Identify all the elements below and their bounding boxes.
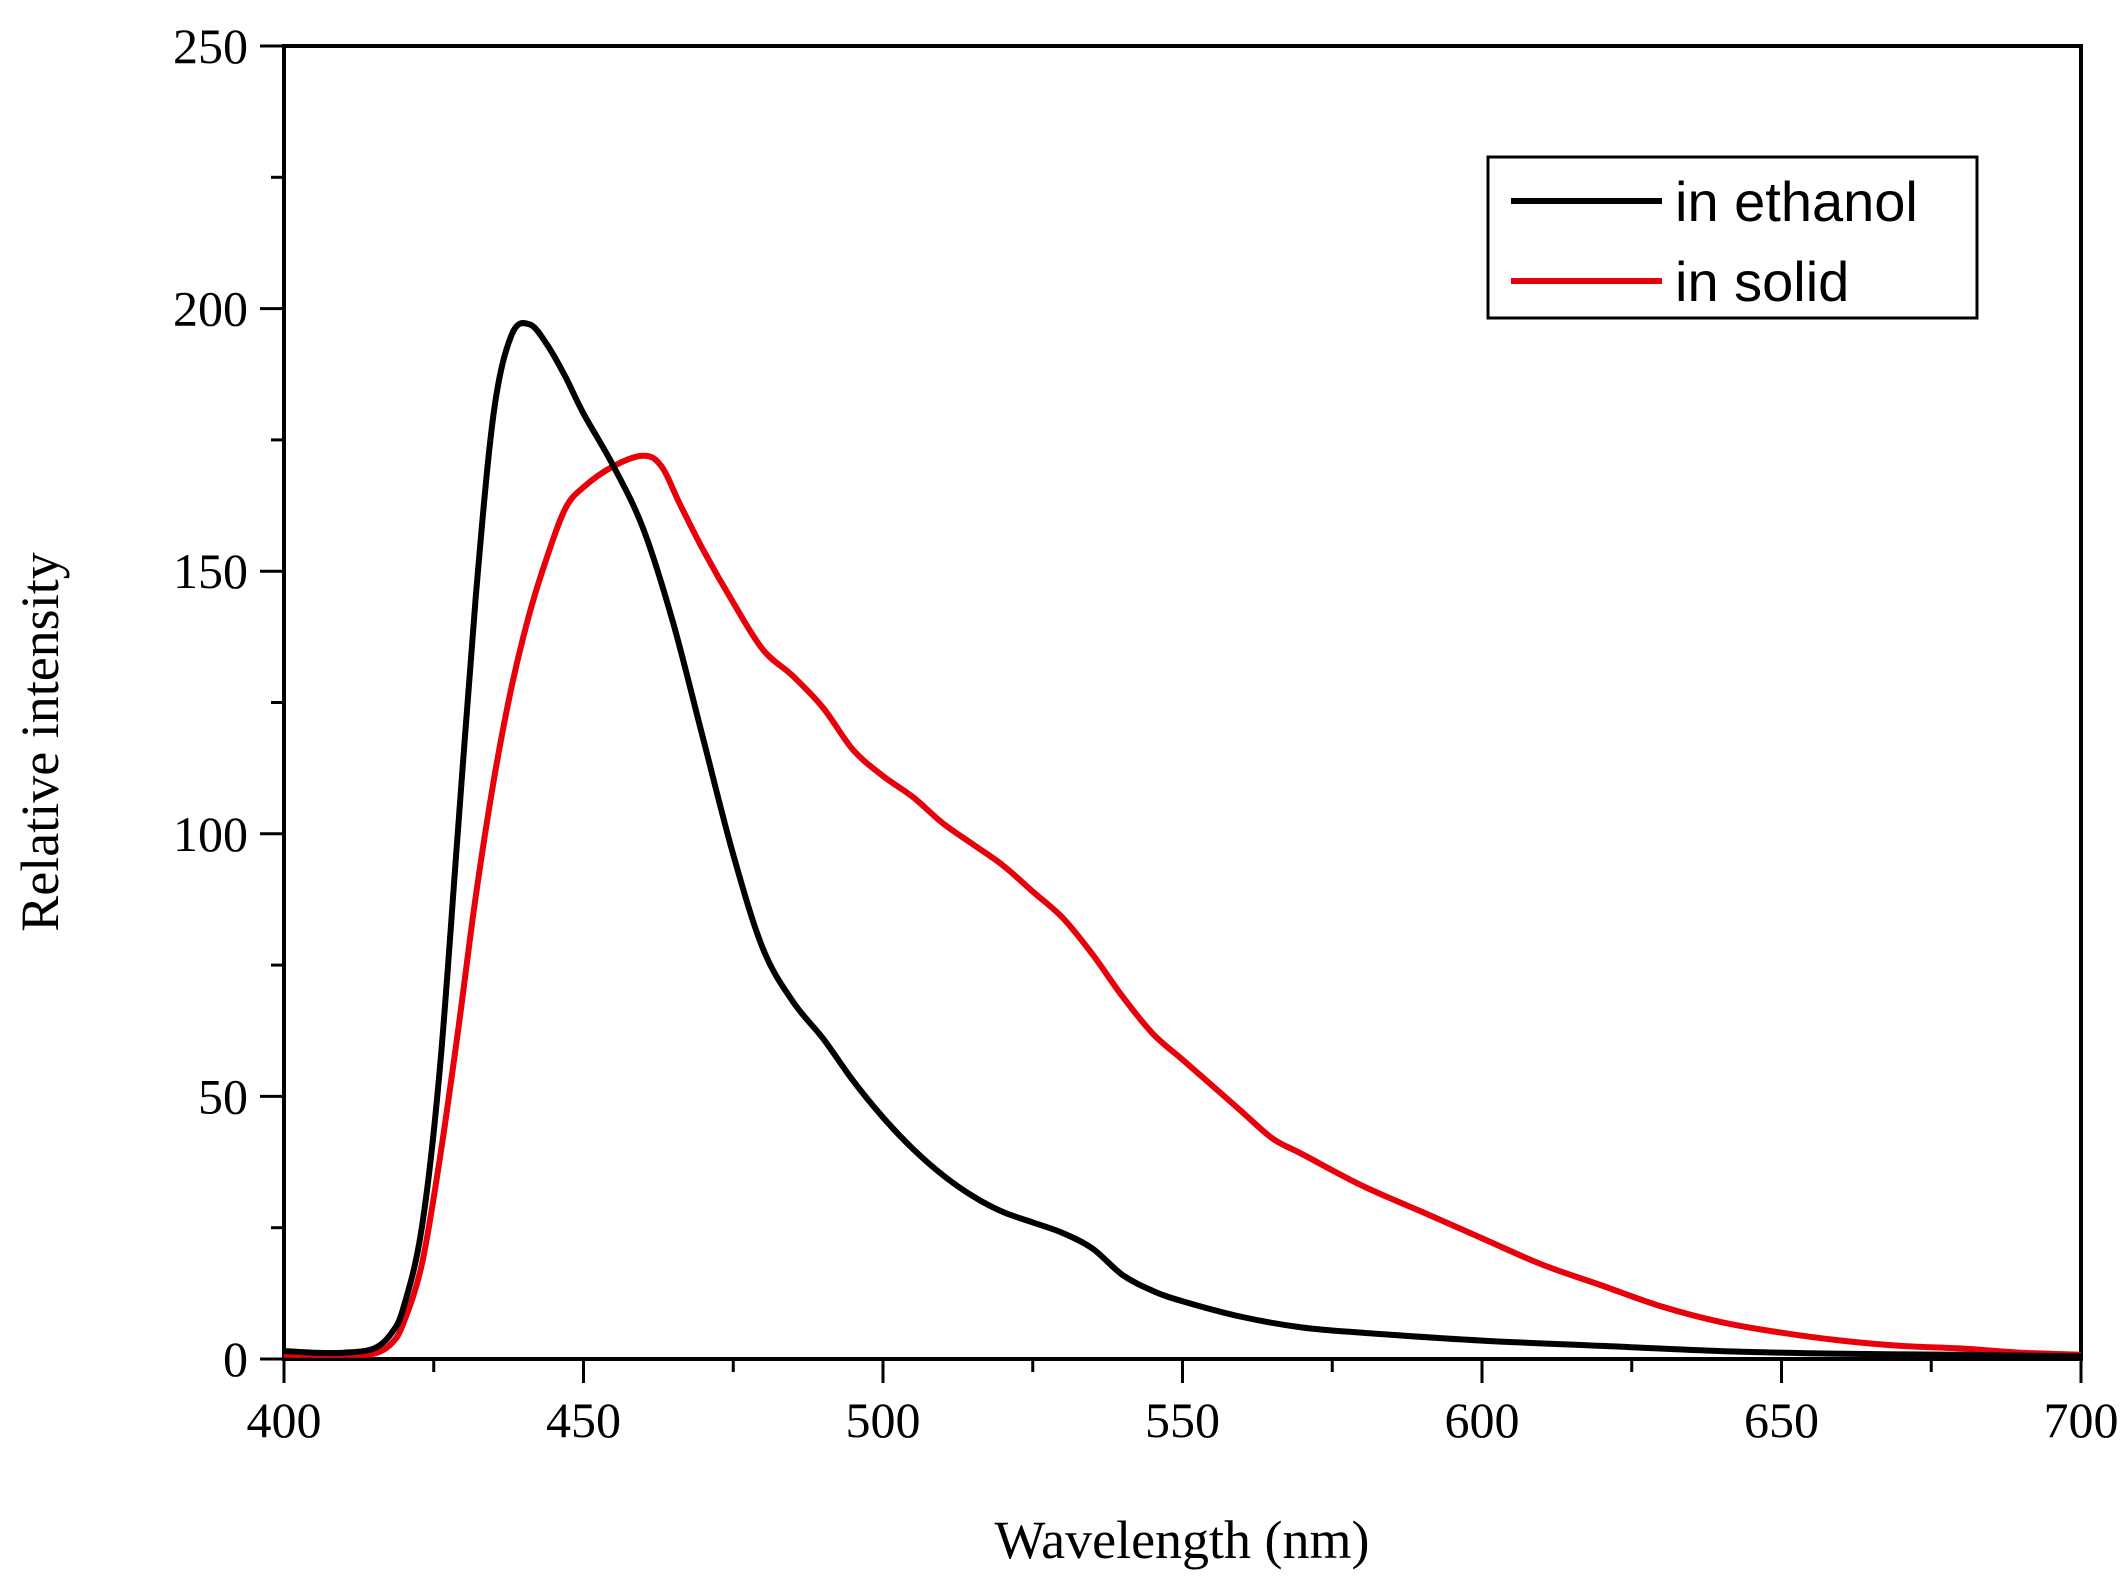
series-layer — [283, 320, 2082, 1360]
y-tick-label: 0 — [223, 1331, 248, 1387]
x-tick-label: 650 — [1744, 1392, 1819, 1448]
legend: in ethanol in solid — [1486, 155, 1979, 320]
axis-ticks — [260, 44, 2083, 1383]
y-tick-label: 250 — [173, 18, 248, 74]
x-tick-label: 500 — [846, 1392, 921, 1448]
x-tick-label: 550 — [1145, 1392, 1220, 1448]
legend-box — [1486, 155, 1979, 320]
y-axis-title: Relative intensity — [10, 552, 70, 931]
series-line-in-solid — [283, 452, 2082, 1358]
y-tick-label: 200 — [173, 281, 248, 337]
legend-label-in-solid: in solid — [1675, 250, 1849, 313]
x-axis-title: Wavelength (nm) — [994, 1510, 1369, 1570]
tick-labels: 400 450 500 550 600 650 700 0 50 100 150 200 250 — [173, 18, 2119, 1448]
legend-label-in-ethanol: in ethanol — [1675, 170, 1918, 233]
x-tick-label: 700 — [2044, 1392, 2119, 1448]
y-tick-label: 150 — [173, 543, 248, 599]
x-tick-label: 450 — [546, 1392, 621, 1448]
x-tick-label: 600 — [1445, 1392, 1520, 1448]
series-line-in-ethanol — [283, 320, 2082, 1360]
y-tick-label: 50 — [198, 1068, 248, 1124]
x-tick-label: 400 — [247, 1392, 322, 1448]
y-tick-label: 100 — [173, 806, 248, 862]
